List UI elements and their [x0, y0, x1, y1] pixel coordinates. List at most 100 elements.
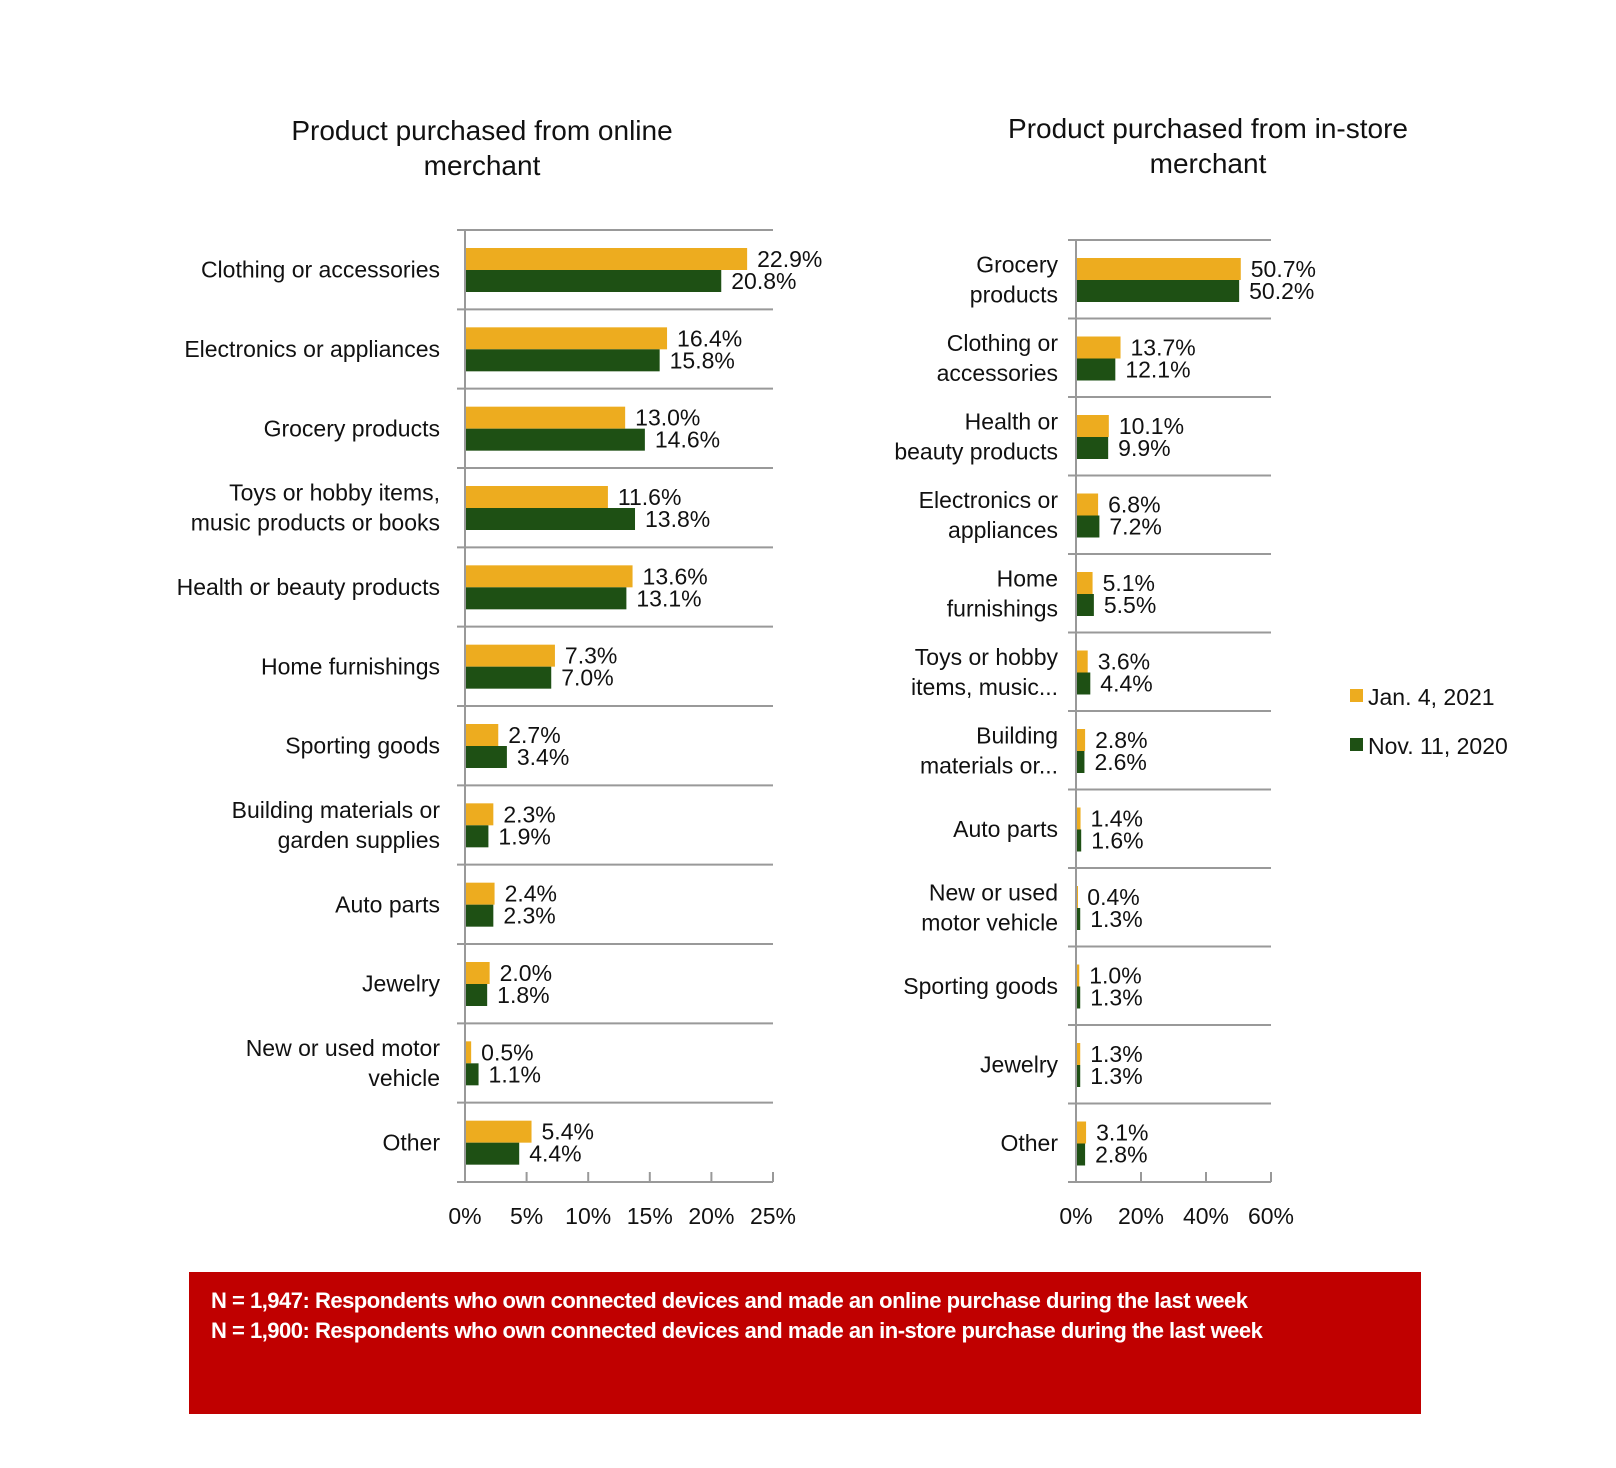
- instore-data-label: 2.6%: [1094, 749, 1146, 775]
- online-data-label: 2.3%: [503, 903, 555, 929]
- instore-data-label: 1.3%: [1090, 1041, 1142, 1067]
- instore-category-label: materials or...: [920, 752, 1058, 778]
- instore-data-label: 1.6%: [1091, 828, 1143, 854]
- instore-data-label: 3.6%: [1098, 649, 1150, 675]
- instore-bar-nov-2020: [1077, 908, 1081, 930]
- online-bar-jan-2021: [466, 962, 490, 984]
- instore-bar-jan-2021: [1077, 336, 1121, 359]
- online-category-label: Sporting goods: [285, 733, 440, 759]
- online-data-label: 2.7%: [508, 722, 560, 748]
- online-bar-jan-2021: [466, 486, 608, 508]
- online-bar-jan-2021: [466, 803, 494, 826]
- online-category-label: Clothing or accessories: [201, 257, 440, 283]
- online-x-tick-label: 20%: [688, 1203, 734, 1229]
- instore-data-label: 4.4%: [1100, 671, 1152, 697]
- instore-bar-jan-2021: [1077, 572, 1093, 594]
- online-bar-nov-2020: [466, 508, 636, 530]
- instore-category-label: motor vehicle: [921, 909, 1058, 935]
- instore-x-tick-label: 20%: [1118, 1203, 1164, 1229]
- online-chart-title: Product purchased from online: [291, 115, 672, 146]
- online-data-label: 13.1%: [636, 585, 701, 611]
- online-category-label: music products or books: [191, 510, 440, 536]
- online-bar-jan-2021: [466, 565, 633, 588]
- instore-bar-nov-2020: [1077, 751, 1085, 773]
- online-bar-nov-2020: [466, 428, 645, 451]
- instore-x-tick-label: 40%: [1183, 1203, 1229, 1229]
- online-data-label: 1.9%: [498, 823, 550, 849]
- online-bar-nov-2020: [466, 1063, 479, 1086]
- instore-data-label: 1.3%: [1090, 1063, 1142, 1089]
- instore-bar-nov-2020: [1077, 1065, 1081, 1087]
- instore-bar-nov-2020: [1077, 515, 1100, 538]
- sample-note-online: N = 1,947: Respondents who own connected…: [211, 1288, 1248, 1313]
- instore-data-label: 12.1%: [1125, 357, 1190, 383]
- online-x-tick-label: 25%: [750, 1203, 796, 1229]
- instore-data-label: 10.1%: [1119, 413, 1184, 439]
- instore-data-label: 50.2%: [1249, 278, 1314, 304]
- instore-category-label: furnishings: [947, 595, 1058, 621]
- instore-category-label: Jewelry: [980, 1051, 1058, 1077]
- online-data-label: 4.4%: [529, 1141, 581, 1167]
- sample-note-instore: N = 1,900: Respondents who own connected…: [211, 1318, 1263, 1343]
- instore-bar-jan-2021: [1077, 650, 1088, 673]
- online-category-label: Grocery products: [264, 415, 440, 441]
- online-bar-jan-2021: [466, 248, 748, 270]
- instore-data-label: 2.8%: [1095, 1142, 1147, 1168]
- online-data-label: 0.5%: [481, 1039, 533, 1065]
- online-bar-jan-2021: [466, 882, 495, 905]
- online-bar-jan-2021: [466, 327, 668, 350]
- online-data-label: 15.8%: [670, 347, 735, 373]
- instore-data-label: 3.1%: [1096, 1120, 1148, 1146]
- online-bar-nov-2020: [466, 666, 552, 689]
- instore-data-label: 5.5%: [1104, 592, 1156, 618]
- sample-note-box: N = 1,947: Respondents who own connected…: [189, 1272, 1421, 1414]
- instore-bar-jan-2021: [1077, 886, 1078, 908]
- online-data-label: 5.4%: [542, 1119, 594, 1145]
- instore-bar-nov-2020: [1077, 437, 1109, 459]
- online-bar-nov-2020: [466, 587, 627, 610]
- online-x-tick-label: 5%: [510, 1203, 543, 1229]
- instore-data-label: 9.9%: [1118, 435, 1170, 461]
- instore-category-label: Electronics or: [919, 487, 1059, 513]
- online-category-label: Auto parts: [335, 891, 440, 917]
- online-x-tick-label: 10%: [565, 1203, 611, 1229]
- instore-bar-nov-2020: [1077, 672, 1091, 695]
- online-category-label: New or used motor: [246, 1035, 441, 1061]
- online-category-label: Building materials or: [232, 797, 441, 823]
- instore-bar-nov-2020: [1077, 280, 1240, 302]
- online-bar-jan-2021: [466, 1120, 532, 1143]
- online-bar-jan-2021: [466, 644, 555, 667]
- instore-data-label: 2.8%: [1095, 727, 1147, 753]
- instore-bar-jan-2021: [1077, 1043, 1081, 1065]
- online-bar-nov-2020: [466, 1142, 520, 1165]
- instore-category-label: Toys or hobby: [915, 644, 1059, 670]
- instore-data-label: 1.0%: [1089, 963, 1141, 989]
- online-category-label: Electronics or appliances: [184, 336, 440, 362]
- online-data-label: 16.4%: [677, 325, 742, 351]
- instore-category-label: Grocery: [976, 251, 1058, 277]
- legend-label: Jan. 4, 2021: [1368, 684, 1495, 710]
- online-data-label: 1.8%: [497, 982, 549, 1008]
- legend-swatch: [1350, 738, 1363, 751]
- online-category-label: Other: [382, 1129, 440, 1155]
- legend-swatch: [1350, 689, 1363, 702]
- online-category-label: Health or beauty products: [177, 574, 440, 600]
- instore-category-label: accessories: [937, 360, 1058, 386]
- online-bar-jan-2021: [466, 724, 499, 746]
- online-data-label: 13.0%: [635, 405, 700, 431]
- online-chart-title: merchant: [424, 150, 541, 181]
- online-bar-nov-2020: [466, 825, 489, 848]
- online-bar-nov-2020: [466, 349, 660, 372]
- online-category-label: garden supplies: [278, 827, 440, 853]
- instore-data-label: 7.2%: [1109, 514, 1161, 540]
- online-bar-nov-2020: [466, 746, 507, 768]
- online-bar-nov-2020: [466, 984, 488, 1006]
- instore-data-label: 0.4%: [1087, 884, 1139, 910]
- instore-category-label: Clothing or: [947, 330, 1059, 356]
- instore-data-label: 6.8%: [1108, 492, 1160, 518]
- online-data-label: 7.3%: [565, 643, 617, 669]
- online-category-label: vehicle: [368, 1065, 440, 1091]
- instore-bar-jan-2021: [1077, 493, 1099, 516]
- instore-category-label: Home: [997, 565, 1058, 591]
- instore-data-label: 1.3%: [1090, 906, 1142, 932]
